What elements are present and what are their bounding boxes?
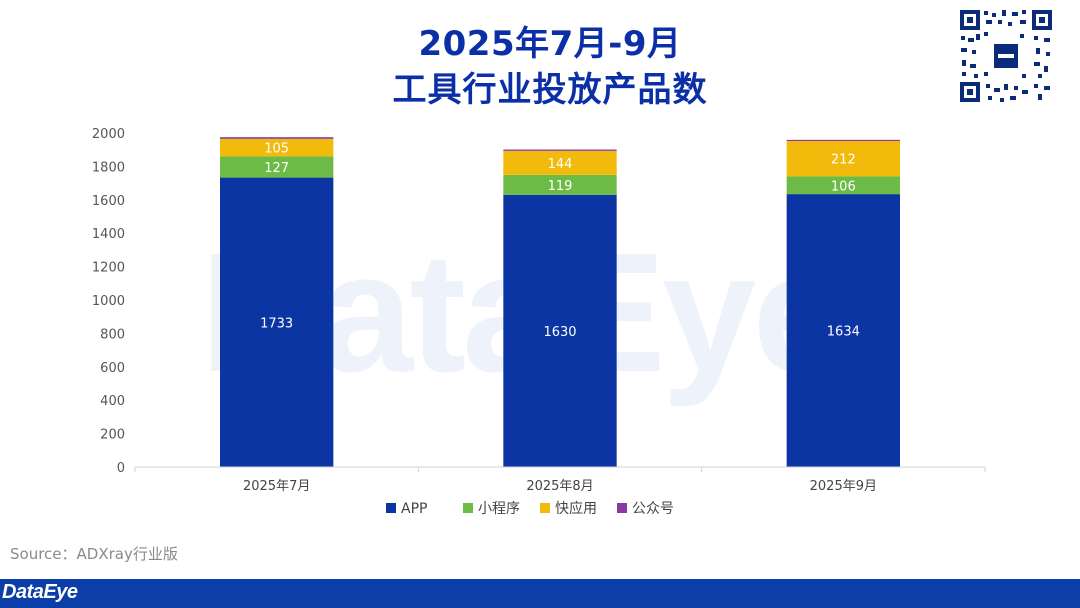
- y-tick-label: 2000: [92, 127, 125, 142]
- title-line-2: 工具行业投放产品数: [392, 70, 708, 110]
- bar-data-label: 1733: [260, 316, 293, 331]
- bar-data-label: 105: [264, 142, 289, 157]
- legend-label: 快应用: [555, 500, 597, 517]
- y-tick-label: 1000: [92, 294, 125, 309]
- legend: APP 小程序 快应用 公众号: [386, 500, 674, 517]
- y-tick-label: 200: [100, 428, 125, 443]
- y-tick-label: 800: [100, 327, 125, 342]
- legend-label: 公众号: [632, 501, 674, 517]
- y-tick-label: 0: [117, 461, 125, 476]
- bars-layer: 1733 127 105 1630 119 144 1634 106 212: [220, 137, 900, 468]
- x-axis-ticks: [134, 467, 986, 472]
- footer-logo: DataEye: [2, 581, 78, 603]
- bar-segment: [220, 138, 334, 157]
- bar-segment: [503, 150, 617, 175]
- bar-segment: [786, 176, 900, 195]
- bar-segment: [220, 177, 334, 468]
- source-note: Source：ADXray行业版: [10, 545, 178, 563]
- y-tick-label: 1800: [92, 160, 125, 175]
- legend-swatch: [386, 503, 396, 513]
- legend-label: 小程序: [478, 501, 520, 517]
- bar-data-label: 106: [831, 179, 856, 194]
- chart-title: 2025年7月-9月 工具行业投放产品数: [240, 22, 860, 114]
- bar-segment: [786, 139, 900, 142]
- x-tick-label: 2025年7月: [243, 479, 310, 494]
- y-tick-label: 600: [100, 361, 125, 376]
- bar-segment: [786, 141, 900, 177]
- x-axis-labels: 2025年7月 2025年8月 2025年9月: [243, 479, 877, 494]
- bar-segment: [503, 174, 617, 195]
- x-tick-label: 2025年9月: [810, 479, 877, 494]
- bar-data-label: 212: [831, 153, 856, 168]
- y-tick-label: 400: [100, 394, 125, 409]
- legend-swatch: [463, 503, 473, 513]
- bar-segment: [503, 149, 617, 151]
- qr-code-icon: [958, 8, 1054, 104]
- y-tick-label: 1600: [92, 194, 125, 209]
- bar-data-label: 144: [548, 157, 573, 172]
- y-tick-label: 1200: [92, 261, 125, 276]
- bar-data-label: 127: [264, 161, 289, 176]
- footer-bar: DataEye: [0, 579, 1080, 608]
- legend-swatch: [617, 503, 627, 513]
- legend-label: APP: [401, 501, 427, 517]
- bar-data-label: 1634: [827, 325, 860, 340]
- bar-segment: [503, 194, 617, 468]
- x-tick-label: 2025年8月: [526, 479, 593, 494]
- title-line-1: 2025年7月-9月: [418, 24, 682, 64]
- legend-swatch: [540, 503, 550, 513]
- bar-segment: [220, 156, 334, 178]
- bar-data-label: 1630: [543, 325, 576, 340]
- y-axis: 0 200 400 600 800 1000 1200 1400 1600 1800 2000: [92, 127, 125, 476]
- bar-segment: [220, 137, 334, 139]
- stacked-bar-chart: 0 200 400 600 800 1000 1200 1400 1600 1800 2000 17…: [92, 127, 986, 517]
- bar-segment: [786, 194, 900, 467]
- bar-data-label: 119: [548, 179, 573, 194]
- y-tick-label: 1400: [92, 227, 125, 242]
